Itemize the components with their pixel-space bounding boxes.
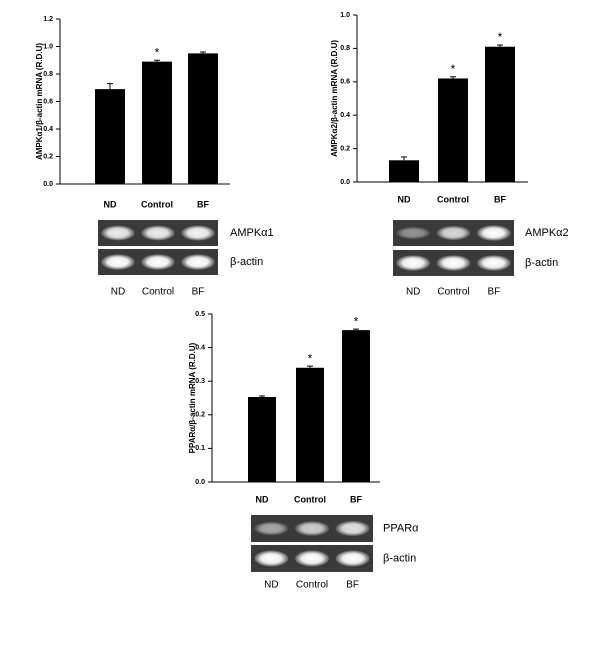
y-tick-label: 0.5 xyxy=(195,311,205,318)
y-tick-label: 1.0 xyxy=(43,43,53,50)
y-tick-label: 0.0 xyxy=(195,479,205,486)
x-tick-label: Control xyxy=(437,194,469,204)
gel-band xyxy=(335,520,370,537)
gel-lane-label: ND xyxy=(406,287,420,298)
y-tick-label: 0.8 xyxy=(43,71,53,78)
y-tick-label: 0.6 xyxy=(43,98,53,105)
gel-band xyxy=(335,550,370,567)
bar xyxy=(296,367,324,482)
y-tick-label: 0.2 xyxy=(340,145,350,152)
y-tick-label: 0.4 xyxy=(43,126,53,133)
gel-lane-label: Control xyxy=(437,287,469,298)
bar xyxy=(389,160,419,182)
significance-mark: * xyxy=(155,45,160,59)
gel-lane-label: Control xyxy=(142,287,174,298)
gel-band xyxy=(476,255,511,271)
y-tick-label: 0.6 xyxy=(340,79,350,86)
gel-band-label: β-actin xyxy=(525,257,558,269)
y-tick-label: 1.0 xyxy=(340,12,350,19)
x-tick-label: ND xyxy=(104,199,117,209)
gel-band xyxy=(436,255,471,271)
gel-band-label: AMPKα1 xyxy=(230,227,274,239)
gel-lane-label: BF xyxy=(487,287,500,298)
significance-mark: * xyxy=(498,30,503,44)
gel-band-label: PPARα xyxy=(383,522,419,534)
y-tick-label: 1.2 xyxy=(43,16,53,23)
significance-mark: * xyxy=(308,351,313,365)
y-tick-label: 0.2 xyxy=(195,412,205,419)
bar xyxy=(342,330,370,482)
gel-band xyxy=(294,521,330,536)
gel-band-label: β-actin xyxy=(230,256,263,268)
gel-lane-label: ND xyxy=(264,580,278,591)
gel-band xyxy=(396,226,431,240)
y-tick-label: 0.4 xyxy=(195,344,205,351)
significance-mark: * xyxy=(451,62,456,76)
x-tick-label: BF xyxy=(350,494,362,504)
gel-band xyxy=(101,254,135,270)
gel-band xyxy=(396,255,431,271)
gel-band xyxy=(141,225,175,241)
gel-band xyxy=(181,225,215,241)
x-tick-label: BF xyxy=(197,199,209,209)
x-tick-label: BF xyxy=(494,194,506,204)
gel-band xyxy=(254,521,289,536)
x-tick-label: Control xyxy=(294,494,326,504)
y-axis-label: PPARα/β-actin mRNA (R.D.U) xyxy=(188,342,197,453)
gel-band xyxy=(476,225,511,241)
gel-band xyxy=(101,225,135,241)
y-tick-label: 0.3 xyxy=(195,378,205,385)
y-tick-label: 0.4 xyxy=(340,112,350,119)
gel-band-label: AMPKα2 xyxy=(525,227,569,239)
gel-lane-label: BF xyxy=(192,287,205,298)
x-tick-label: Control xyxy=(141,199,173,209)
bar xyxy=(485,46,515,183)
gel-band xyxy=(294,550,330,567)
bar xyxy=(438,78,468,182)
significance-mark: * xyxy=(354,314,359,328)
bar xyxy=(95,89,125,184)
x-tick-label: ND xyxy=(256,494,269,504)
gel-band xyxy=(436,225,471,241)
bar xyxy=(188,53,218,184)
gel-band xyxy=(181,254,215,270)
y-tick-label: 0.0 xyxy=(340,179,350,186)
bar xyxy=(248,396,276,482)
bar xyxy=(142,61,172,184)
y-axis-label: AMPKα1/β-actin mRNA (R.D.U) xyxy=(35,43,44,160)
x-tick-label: ND xyxy=(398,194,411,204)
gel-band xyxy=(141,254,175,270)
y-tick-label: 0.1 xyxy=(195,445,205,452)
gel-lane-label: ND xyxy=(111,287,125,298)
y-tick-label: 0.0 xyxy=(43,181,53,188)
y-tick-label: 0.8 xyxy=(340,45,350,52)
y-tick-label: 0.2 xyxy=(43,153,53,160)
gel-band-label: β-actin xyxy=(383,552,416,564)
y-axis-label: AMPKα2/β-actin mRNA (R.D.U) xyxy=(330,40,339,157)
gel-lane-label: BF xyxy=(346,580,359,591)
gel-band xyxy=(254,550,289,567)
gel-lane-label: Control xyxy=(296,580,328,591)
